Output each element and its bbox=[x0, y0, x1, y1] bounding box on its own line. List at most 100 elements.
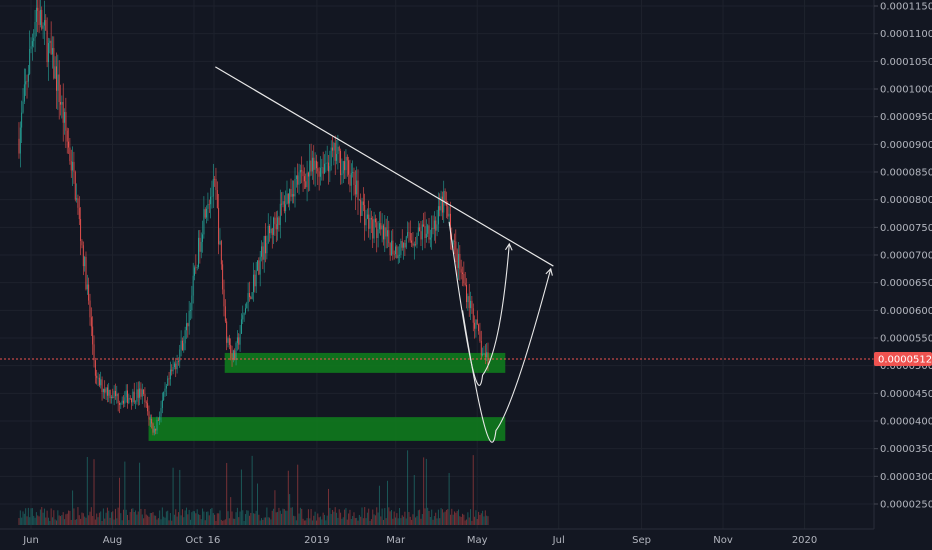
candle-body bbox=[279, 203, 281, 226]
volume-bar bbox=[42, 512, 44, 525]
volume-bar bbox=[231, 511, 233, 525]
volume-bar bbox=[416, 516, 418, 525]
y-tick-label: 0.0000650 bbox=[880, 278, 932, 289]
candle-body bbox=[196, 267, 198, 268]
price-axis[interactable]: 0.0001150 0.0001100 0.0001050 0.0001000 0.00… bbox=[874, 2, 932, 511]
volume-bar bbox=[135, 510, 137, 525]
candle-body bbox=[393, 254, 395, 255]
volume-bar bbox=[210, 509, 212, 525]
volume-bar bbox=[43, 508, 45, 525]
volume-bar bbox=[62, 512, 64, 525]
candle-body bbox=[475, 319, 477, 329]
candle-body bbox=[484, 353, 486, 358]
volume-bar bbox=[274, 490, 276, 525]
volume-bar bbox=[22, 511, 24, 525]
candle-body bbox=[431, 227, 433, 238]
volume-bar bbox=[400, 518, 402, 525]
candle-body bbox=[177, 361, 179, 362]
candle-body bbox=[454, 240, 455, 242]
candle-body bbox=[112, 396, 114, 398]
volume-bar bbox=[120, 513, 122, 525]
volume-bar bbox=[140, 508, 142, 525]
candle-body bbox=[192, 275, 194, 296]
candle-body bbox=[203, 209, 205, 235]
candle-body bbox=[66, 130, 68, 142]
volume-bar bbox=[252, 513, 254, 525]
volume-bar bbox=[208, 515, 210, 525]
volume-bar bbox=[341, 518, 343, 525]
volume-bar bbox=[238, 517, 240, 525]
volume-bar bbox=[81, 512, 83, 525]
candle-body bbox=[415, 244, 417, 245]
candle-body bbox=[239, 333, 241, 345]
candle-body bbox=[168, 378, 170, 380]
candle-body bbox=[261, 246, 262, 257]
volume-bar bbox=[377, 512, 379, 525]
volume-bar bbox=[270, 519, 272, 525]
volume-bar bbox=[167, 510, 169, 525]
volume-bar bbox=[219, 510, 221, 525]
volume-bar bbox=[392, 518, 394, 525]
candle-body bbox=[131, 398, 132, 403]
volume-bar bbox=[291, 507, 293, 525]
volume-bar bbox=[332, 509, 334, 525]
candle-body bbox=[45, 20, 47, 31]
candle-body bbox=[411, 240, 413, 243]
volume-bar bbox=[171, 520, 173, 525]
candle-body bbox=[463, 273, 465, 284]
candle-body bbox=[164, 388, 166, 392]
volume-bar bbox=[366, 512, 368, 525]
candle-body bbox=[275, 224, 277, 230]
candle-body bbox=[322, 167, 324, 174]
candle-body bbox=[384, 227, 386, 240]
volume-bar bbox=[388, 507, 390, 525]
volume-bar bbox=[350, 519, 352, 525]
volume-bar bbox=[27, 507, 29, 525]
volume-bar bbox=[361, 507, 363, 525]
candle-body bbox=[468, 296, 470, 309]
candle-body bbox=[129, 398, 131, 399]
candle-body bbox=[249, 293, 250, 298]
volume-bar bbox=[413, 475, 415, 525]
volume-bar bbox=[328, 488, 330, 525]
candle-body bbox=[487, 352, 489, 365]
volume-bar bbox=[45, 517, 47, 525]
candle-body bbox=[471, 300, 473, 309]
candle-body bbox=[476, 319, 478, 325]
candle-body bbox=[311, 157, 313, 172]
volume-bar bbox=[183, 517, 185, 525]
volume-bar bbox=[34, 517, 36, 525]
candle-body bbox=[198, 237, 199, 268]
candle-body bbox=[115, 390, 116, 397]
volume-bar bbox=[294, 516, 296, 525]
volume-bar bbox=[243, 520, 245, 525]
volume-bar bbox=[455, 512, 457, 525]
candle-body bbox=[121, 400, 123, 403]
candle-body bbox=[57, 74, 59, 91]
candle-body bbox=[251, 292, 253, 299]
volume-bar bbox=[181, 509, 183, 525]
candle-body bbox=[298, 172, 300, 185]
volume-bar bbox=[269, 517, 271, 525]
volume-bar bbox=[60, 516, 62, 525]
candle-body bbox=[432, 227, 434, 229]
volume-bar bbox=[127, 514, 129, 525]
y-tick-label: 0.0000300 bbox=[880, 472, 932, 483]
candle-body bbox=[163, 391, 165, 401]
volume-bar bbox=[372, 509, 374, 525]
volume-bar bbox=[283, 509, 285, 525]
candle-body bbox=[31, 41, 33, 47]
volume-bar bbox=[37, 515, 39, 525]
volume-bar bbox=[189, 519, 191, 525]
volume-bar bbox=[94, 519, 96, 525]
candle-body bbox=[278, 217, 280, 226]
candle-body bbox=[353, 172, 355, 185]
candle-body bbox=[472, 308, 474, 323]
volume-bar bbox=[128, 520, 130, 525]
candle-body bbox=[474, 322, 476, 329]
candle-body bbox=[250, 297, 252, 299]
time-axis[interactable]: Jun Aug Oct 16 2019 Mar May Jul Sep Nov 2020 bbox=[22, 535, 817, 546]
volume-bar bbox=[451, 508, 453, 525]
candle-body bbox=[98, 377, 100, 386]
